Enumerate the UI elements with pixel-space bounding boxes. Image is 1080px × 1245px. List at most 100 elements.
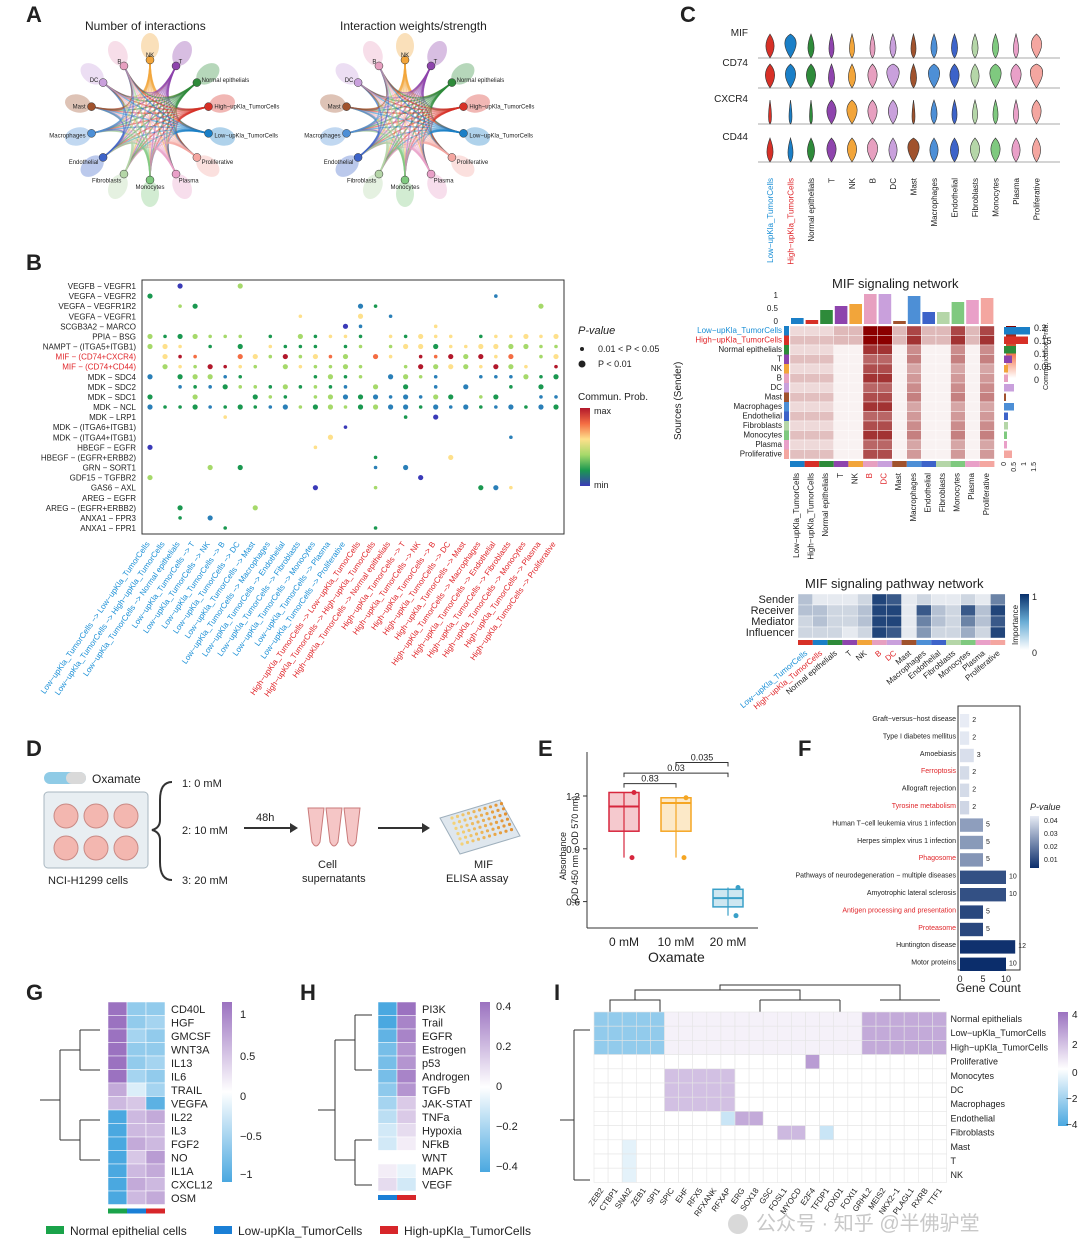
interaction-dot (478, 353, 484, 360)
tf-colorbar (1058, 1012, 1068, 1126)
tf-cell (720, 1054, 736, 1070)
panel-label-d: D (26, 736, 42, 761)
interaction-dot (222, 384, 228, 390)
tf-cell (917, 1111, 933, 1126)
self-loop (80, 155, 104, 177)
kegg-value-label: 3 (977, 752, 981, 759)
interaction-dot (358, 364, 363, 369)
network-side-tick: 0.5 (1011, 462, 1018, 472)
tf-cell (791, 1153, 806, 1169)
tf-cell (932, 1153, 947, 1169)
violin-shape (846, 99, 858, 125)
network-top-bar (922, 312, 935, 324)
network-cell (921, 325, 937, 336)
pvalue-legend-item-1: 0.01 < P < 0.05 (598, 344, 659, 354)
tf-cell (762, 1125, 778, 1141)
tf-cell (917, 1025, 933, 1041)
network-row-label: B (777, 374, 782, 383)
network-cell (892, 392, 908, 403)
tf-cell (593, 1096, 609, 1112)
elisa-well (482, 836, 486, 840)
self-loop (209, 94, 235, 113)
tf-cell (607, 1139, 623, 1155)
tf-cell (819, 1111, 834, 1126)
network-side-bar (1004, 327, 1030, 335)
self-loop (141, 33, 159, 59)
interaction-dot (208, 385, 212, 389)
network-cell (819, 325, 835, 336)
tf-cell (762, 1096, 778, 1112)
tf-cell (621, 1054, 637, 1070)
tf-cell (791, 1096, 806, 1112)
interaction-dot (388, 395, 393, 399)
tf-cell (776, 1025, 792, 1041)
interaction-dot (237, 404, 243, 410)
tf-cell (847, 1125, 863, 1141)
tf-cell (664, 1139, 679, 1155)
self-loop (427, 40, 447, 66)
network-col-label: B (865, 473, 874, 478)
network-row-color (784, 354, 789, 364)
tf-cell (692, 1167, 708, 1183)
violin-shape (990, 137, 1001, 163)
tf-cell (593, 1153, 609, 1169)
interaction-dot (147, 333, 153, 340)
pathway-col-color (916, 640, 932, 645)
interaction-dot (418, 343, 424, 350)
network-cell (892, 449, 908, 460)
column-dendrogram (609, 984, 940, 1012)
network-cell (789, 363, 805, 374)
interaction-dot (509, 485, 513, 490)
elisa-well (498, 831, 503, 835)
tf-row-label: T (951, 1156, 957, 1166)
violin-shape (949, 63, 960, 89)
violin-shape (828, 63, 835, 89)
tf-cell (621, 1068, 637, 1084)
cytokine-cell (107, 1150, 128, 1165)
network-cell (979, 325, 995, 336)
network-cell (950, 392, 966, 403)
lr-pair-label: GRN − SORT1 (83, 464, 137, 473)
cytokine-cell (145, 1015, 166, 1030)
cytokine-cell (145, 1163, 166, 1178)
network-row-label: Plasma (755, 440, 782, 449)
interaction-dot (177, 505, 183, 511)
network-cell (950, 420, 966, 431)
tf-cell (847, 1068, 863, 1084)
violin-shape (849, 32, 855, 59)
box-xtick-label: 10 mM (658, 935, 695, 949)
tf-cell (875, 1153, 891, 1169)
tf-cell (650, 1153, 665, 1169)
network-cell (965, 335, 981, 346)
box-point (683, 795, 689, 801)
pathway-h-colorbar (480, 1002, 490, 1172)
interaction-dot (163, 405, 167, 409)
interaction-dot (493, 343, 499, 350)
cytokine-cell (126, 1069, 147, 1084)
pathway-cell (871, 626, 888, 639)
pathway-h-label: TGFb (422, 1085, 450, 1097)
interaction-dot (178, 405, 182, 409)
pvalue-small-dot (580, 347, 584, 351)
kegg-category-label: Graft−versus−host disease (872, 716, 956, 723)
panel-d-schematic: Oxamate NCI-H1299 cells 1: 0 mM 2: 10 mM… (43, 772, 521, 887)
interaction-dot (178, 516, 182, 520)
violin-shape (826, 137, 837, 163)
pathway-cell (871, 593, 888, 606)
network-side-bar (1004, 422, 1008, 430)
network-cell (819, 335, 835, 346)
network-row-color (784, 421, 789, 431)
interaction-dot (208, 405, 212, 409)
box-ytick-label: 1.2 (566, 792, 580, 803)
interaction-dot (524, 405, 528, 409)
interaction-dot (539, 344, 543, 349)
network-cell (804, 420, 820, 431)
tf-cell (734, 1040, 750, 1055)
network-cell (848, 430, 864, 441)
network-row-color (784, 440, 789, 450)
legend-label-low: Low-upKla_TumorCells (238, 1224, 362, 1238)
tf-cell (762, 1054, 778, 1070)
elisa-well (463, 818, 467, 822)
pathway-h-cell (396, 1136, 417, 1151)
elisa-well (466, 811, 471, 815)
